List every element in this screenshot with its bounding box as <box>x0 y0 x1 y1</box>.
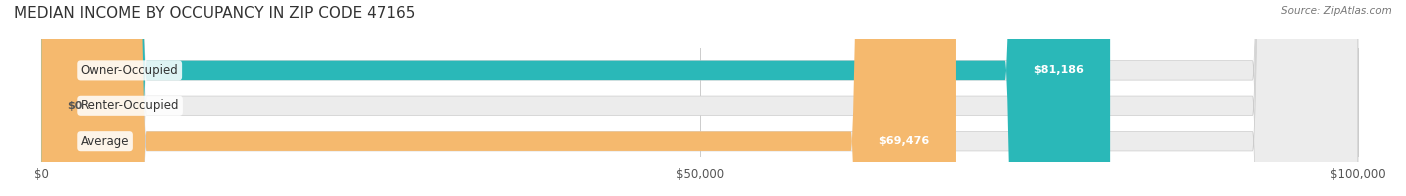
Text: $69,476: $69,476 <box>879 136 929 146</box>
FancyBboxPatch shape <box>41 0 956 196</box>
Text: Average: Average <box>80 135 129 148</box>
Text: $0: $0 <box>67 101 83 111</box>
Text: $81,186: $81,186 <box>1033 65 1084 75</box>
FancyBboxPatch shape <box>41 0 1358 196</box>
Text: Source: ZipAtlas.com: Source: ZipAtlas.com <box>1281 6 1392 16</box>
Text: MEDIAN INCOME BY OCCUPANCY IN ZIP CODE 47165: MEDIAN INCOME BY OCCUPANCY IN ZIP CODE 4… <box>14 6 415 21</box>
FancyBboxPatch shape <box>41 0 1111 196</box>
Text: Renter-Occupied: Renter-Occupied <box>80 99 180 112</box>
FancyBboxPatch shape <box>41 0 1358 196</box>
FancyBboxPatch shape <box>41 0 1358 196</box>
Text: Owner-Occupied: Owner-Occupied <box>80 64 179 77</box>
